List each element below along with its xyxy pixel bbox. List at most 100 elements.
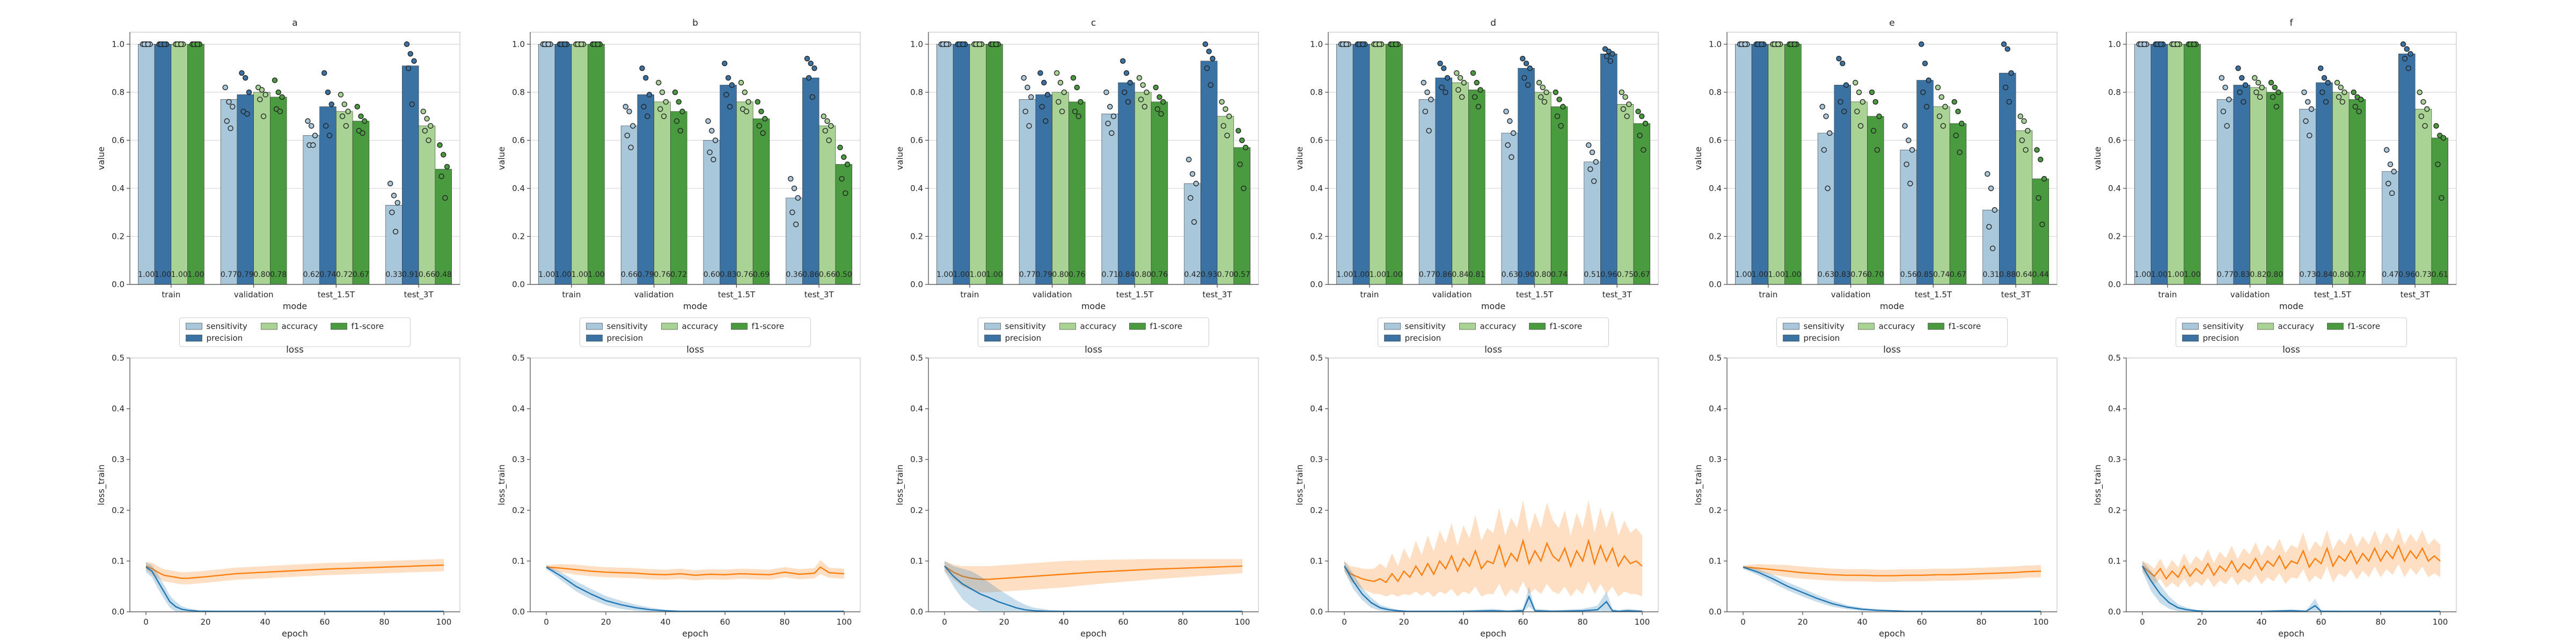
x-tick-label: 60 xyxy=(1518,617,1528,627)
legend-swatch-precision xyxy=(1384,334,1401,342)
bar-precision xyxy=(2398,53,2416,285)
data-point xyxy=(1454,70,1460,76)
data-point xyxy=(1843,82,1849,88)
legend-swatch-f1-score xyxy=(331,323,347,330)
data-point xyxy=(1202,41,1209,47)
loss-chart-2: 0.0 0.1 0.2 0.3 0.4 0.5 0 20 40 60 80 100 loss epoch l… xyxy=(895,345,1259,639)
panel-title: c xyxy=(1091,18,1096,28)
data-point xyxy=(2039,221,2045,228)
bar-value-label: 0.93 xyxy=(1201,270,1217,279)
y-tick-label: 0.3 xyxy=(1709,455,1722,464)
data-point xyxy=(1641,147,1646,153)
x-tick-label: 20 xyxy=(601,617,611,627)
data-point xyxy=(1509,154,1514,160)
y-tick-label: 0.5 xyxy=(512,353,525,363)
loss-chart-0: 0.0 0.1 0.2 0.3 0.4 0.5 0 20 40 60 80 100 loss epoch l… xyxy=(96,345,460,639)
data-point xyxy=(1906,137,1912,143)
data-point xyxy=(1938,94,1944,100)
bar-value-label: 1.00 xyxy=(588,270,604,279)
data-point xyxy=(1922,60,1928,67)
x-tick-label: test_3T xyxy=(2401,290,2431,300)
data-point xyxy=(822,128,829,134)
data-point xyxy=(2006,99,2012,105)
data-point xyxy=(2175,41,2180,47)
data-point xyxy=(727,104,733,109)
data-point xyxy=(789,209,795,215)
train-loss-line xyxy=(546,566,844,612)
data-point xyxy=(676,99,682,105)
data-point xyxy=(2352,104,2359,109)
data-point xyxy=(1586,142,1592,148)
x-tick-label: 20 xyxy=(1797,617,1807,627)
legend-label: sensitivity xyxy=(1405,321,1446,331)
data-point xyxy=(755,99,760,105)
legend-label: sensitivity xyxy=(607,321,648,331)
bar-value-label: 0.66 xyxy=(621,270,638,279)
x-tick-label: 0 xyxy=(942,617,947,627)
data-point xyxy=(712,137,719,143)
data-point xyxy=(1360,41,1366,47)
x-axis-label: epoch xyxy=(682,628,708,639)
data-point xyxy=(743,108,750,114)
y-tick-label: 0.4 xyxy=(910,184,923,193)
y-axis-label: value xyxy=(2092,147,2103,170)
data-point xyxy=(1422,108,1429,114)
y-tick-label: 0.5 xyxy=(1310,353,1323,363)
data-point xyxy=(2270,94,2276,100)
bar-chart-e: 0.0 0.2 0.4 0.6 0.8 1.0 1.00 0.63 0.56 0.31 1.00 0.… xyxy=(1693,18,2058,347)
bar-accuracy xyxy=(418,126,436,285)
y-axis-label: loss_train xyxy=(96,464,107,505)
bar-f1-score xyxy=(435,169,452,285)
bar-value-label: 1.00 xyxy=(538,270,555,279)
data-point xyxy=(641,104,647,109)
data-point xyxy=(1024,84,1030,91)
bar-sensitivity xyxy=(1735,44,1752,285)
legend-box xyxy=(1378,317,1609,347)
bar-value-label: 0.31 xyxy=(1982,270,1999,279)
data-point xyxy=(1775,41,1781,47)
legend-swatch-accuracy xyxy=(661,323,678,330)
data-point xyxy=(2008,70,2014,76)
data-point xyxy=(2440,135,2447,141)
bar-value-label: 1.00 xyxy=(171,270,188,279)
data-point xyxy=(1936,113,1943,119)
data-point xyxy=(437,142,443,148)
bar-value-label: 0.80 xyxy=(2266,270,2283,279)
data-point xyxy=(2222,84,2228,91)
bar-accuracy xyxy=(1217,116,1234,285)
bar-accuracy xyxy=(1534,92,1552,285)
plot-area xyxy=(1328,358,1658,612)
bar-value-label: 0.62 xyxy=(303,270,320,279)
data-point xyxy=(1503,108,1509,114)
x-tick-label: 40 xyxy=(660,617,670,627)
data-point xyxy=(194,41,201,47)
val-loss-line xyxy=(2142,544,2441,580)
data-point xyxy=(729,82,735,88)
data-point xyxy=(1393,41,1399,47)
bar-accuracy xyxy=(1616,104,1634,285)
bar-precision xyxy=(1201,61,1218,285)
data-point xyxy=(2418,113,2425,119)
data-point xyxy=(725,75,731,81)
data-point xyxy=(1103,89,1109,96)
data-point xyxy=(711,157,716,163)
data-point xyxy=(841,154,847,160)
data-point xyxy=(1527,65,1533,71)
data-point xyxy=(1857,123,1864,129)
data-point xyxy=(1188,195,1194,201)
data-point xyxy=(977,41,983,47)
bar-accuracy xyxy=(736,101,753,285)
bar-value-label: 0.67 xyxy=(1634,270,1650,279)
bar-value-label: 0.76 xyxy=(1069,270,1085,279)
bar-sensitivity xyxy=(1900,150,1917,285)
legend-swatch-f1-score xyxy=(1529,323,1546,330)
data-point xyxy=(1909,147,1915,153)
y-tick-label: 0.4 xyxy=(512,404,525,414)
y-tick-label: 0.0 xyxy=(112,280,125,289)
data-point xyxy=(579,41,584,47)
data-point xyxy=(1507,118,1513,124)
bar-sensitivity xyxy=(936,44,954,285)
y-tick-label: 0.4 xyxy=(1709,404,1722,414)
data-point xyxy=(1057,79,1064,86)
x-axis-label: epoch xyxy=(2278,628,2304,639)
